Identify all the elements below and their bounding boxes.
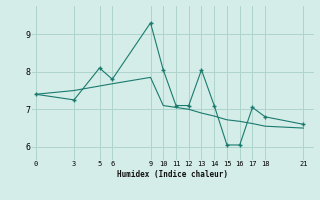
X-axis label: Humidex (Indice chaleur): Humidex (Indice chaleur) xyxy=(117,170,228,179)
